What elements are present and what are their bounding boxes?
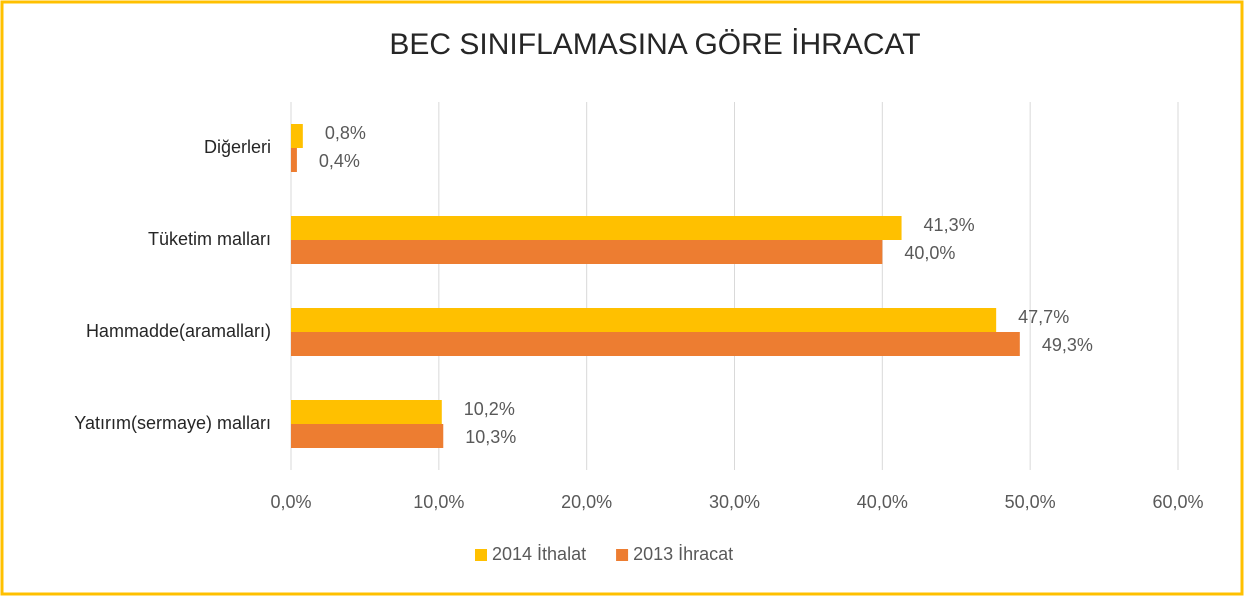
- data-label: 0,4%: [319, 151, 360, 171]
- bar: [291, 216, 902, 240]
- x-tick-label: 30,0%: [709, 492, 760, 512]
- bar: [291, 400, 442, 424]
- y-tick-label: Hammadde(aramalları): [86, 321, 271, 341]
- bar: [291, 148, 297, 172]
- x-tick-label: 20,0%: [561, 492, 612, 512]
- data-label: 0,8%: [325, 123, 366, 143]
- legend-swatch: [616, 549, 629, 561]
- legend-label: 2013 İhracat: [633, 544, 733, 564]
- bar: [291, 332, 1020, 356]
- data-label: 47,7%: [1018, 307, 1069, 327]
- x-tick-label: 50,0%: [1005, 492, 1056, 512]
- x-tick-label: 40,0%: [857, 492, 908, 512]
- data-label: 41,3%: [924, 215, 975, 235]
- bar: [291, 424, 444, 448]
- data-label: 10,3%: [465, 427, 516, 447]
- x-tick-label: 0,0%: [270, 492, 311, 512]
- x-tick-label: 60,0%: [1152, 492, 1203, 512]
- y-tick-label: Yatırım(sermaye) malları: [74, 413, 271, 433]
- data-label: 10,2%: [464, 399, 515, 419]
- bar: [291, 124, 303, 148]
- chart-title: BEC SINIFLAMASINA GÖRE İHRACAT: [389, 28, 920, 61]
- bar: [291, 240, 883, 264]
- legend-swatch: [475, 549, 487, 561]
- bar: [291, 308, 997, 332]
- legend-label: 2014 İthalat: [492, 544, 586, 564]
- y-tick-label: Diğerleri: [204, 137, 271, 157]
- x-tick-label: 10,0%: [413, 492, 464, 512]
- data-label: 40,0%: [904, 243, 955, 263]
- data-label: 49,3%: [1042, 335, 1093, 355]
- y-tick-label: Tüketim malları: [148, 229, 271, 249]
